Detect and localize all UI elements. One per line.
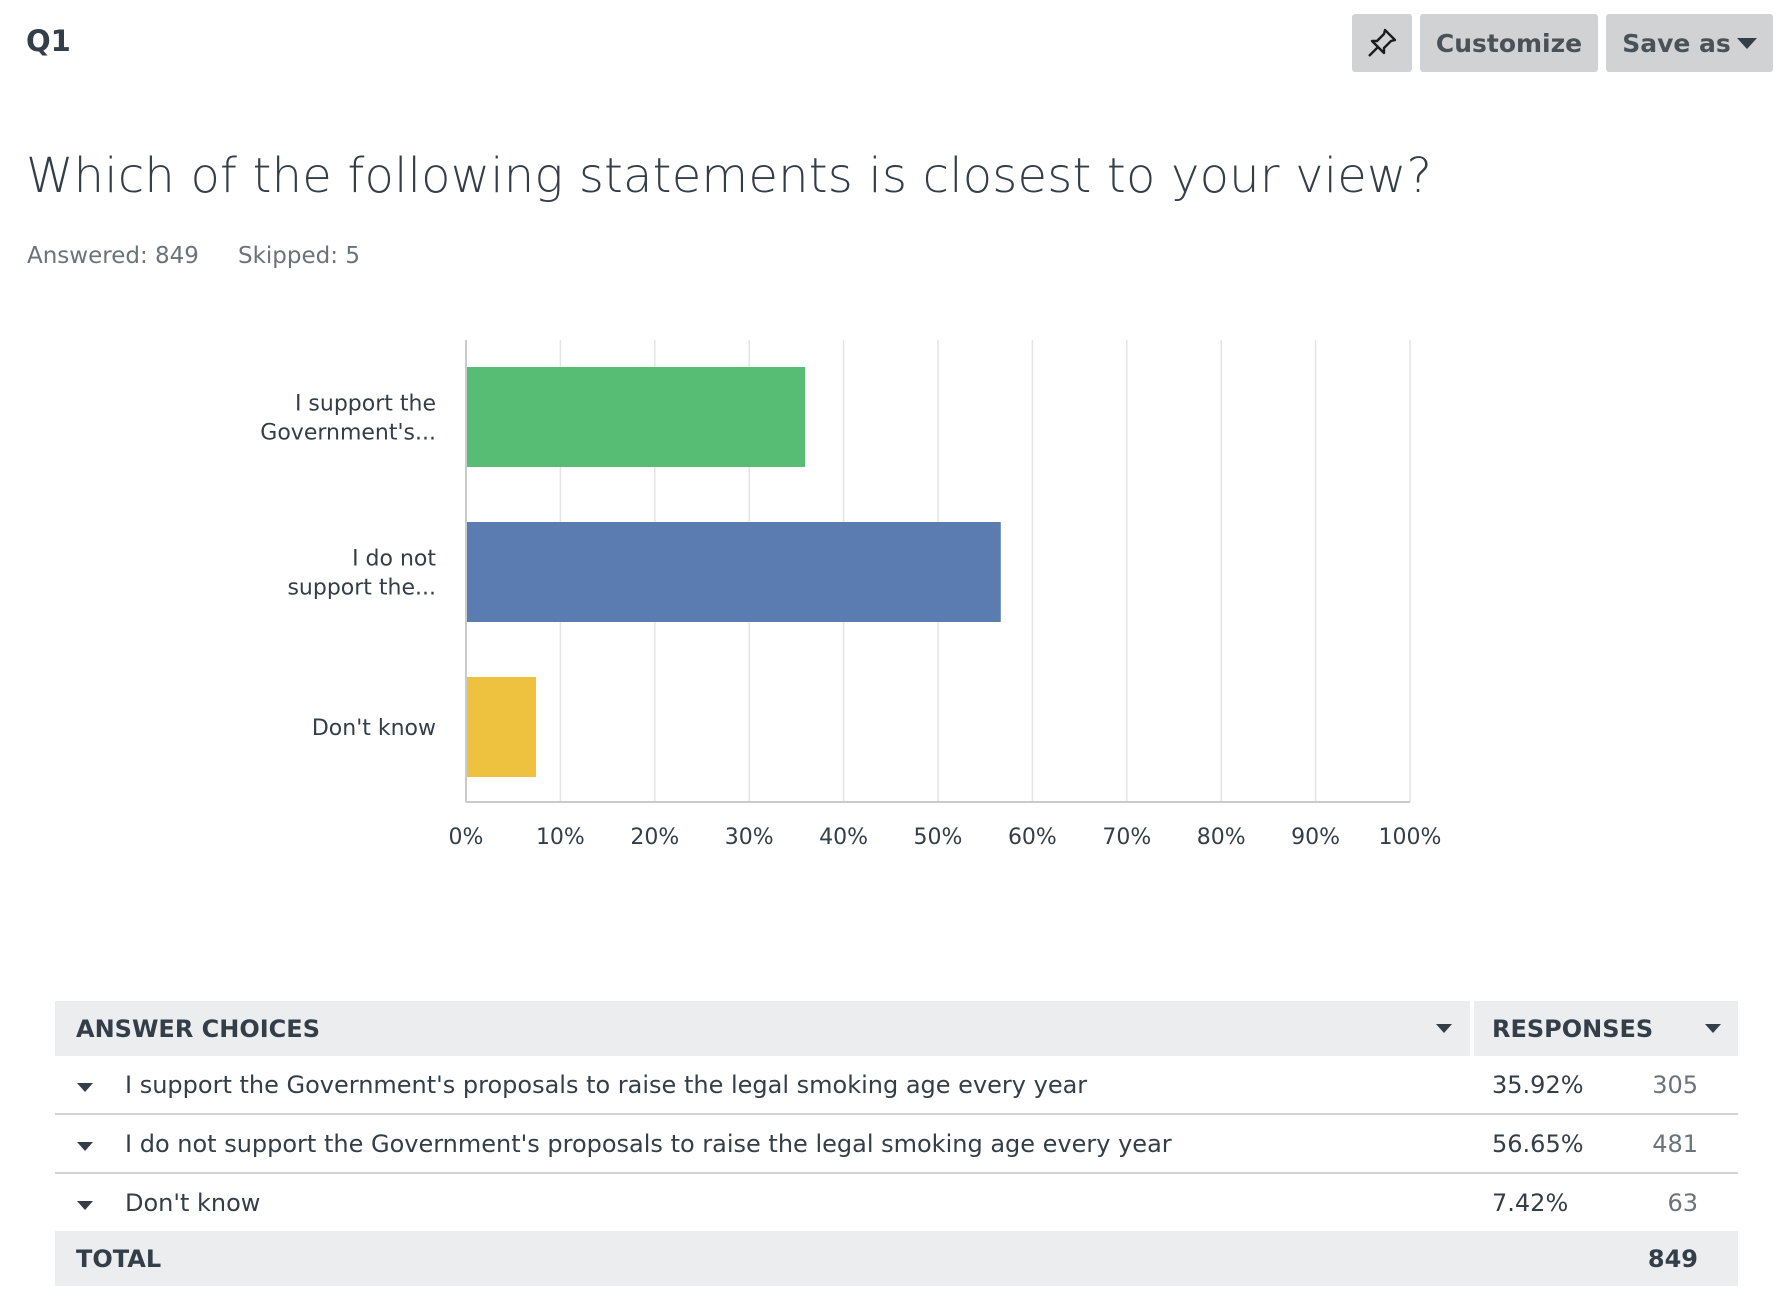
- x-tick-label: 60%: [1008, 825, 1057, 850]
- x-tick-label: 100%: [1379, 825, 1442, 850]
- table-row: I do not support the Government's propos…: [55, 1115, 1738, 1174]
- answered-count: Answered: 849: [27, 243, 199, 269]
- customize-button[interactable]: Customize: [1420, 14, 1598, 72]
- bar: [467, 522, 1001, 622]
- table-row: Don't know 7.42% 63: [55, 1174, 1738, 1231]
- response-count: 481: [1652, 1130, 1698, 1158]
- table-footer: TOTAL 849: [55, 1231, 1738, 1286]
- x-tick-label: 20%: [630, 825, 679, 850]
- x-tick-label: 90%: [1291, 825, 1340, 850]
- results-table: ANSWER CHOICES RESPONSES I support the G…: [55, 1001, 1738, 1286]
- x-tick-label: 0%: [449, 825, 484, 850]
- response-count: 63: [1667, 1189, 1698, 1217]
- expand-caret-icon[interactable]: [77, 1142, 93, 1151]
- bar: [467, 367, 806, 467]
- bar-chart: 0% 10% 20% 30% 40% 50% 60% 70% 80% 90% 100% I suppo…: [260, 340, 1442, 850]
- category-label: I support the: [295, 392, 436, 417]
- sort-responses-caret-icon[interactable]: [1705, 1024, 1721, 1033]
- table-row: I support the Government's proposals to …: [55, 1056, 1738, 1115]
- save-as-label: Save as: [1622, 28, 1731, 58]
- question-title: Which of the following statements is clo…: [26, 148, 1433, 204]
- category-label: Don't know: [312, 716, 436, 741]
- x-tick-label: 10%: [536, 825, 585, 850]
- x-tick-label: 40%: [819, 825, 868, 850]
- response-percent: 7.42%: [1492, 1189, 1569, 1217]
- category-label: support the...: [287, 576, 436, 601]
- pin-button[interactable]: [1352, 14, 1412, 72]
- bar: [467, 677, 537, 777]
- chevron-down-icon: [1736, 37, 1757, 49]
- table-header: ANSWER CHOICES RESPONSES: [55, 1001, 1738, 1056]
- expand-caret-icon[interactable]: [77, 1201, 93, 1210]
- x-tick-label: 30%: [725, 825, 774, 850]
- expand-caret-icon[interactable]: [77, 1083, 93, 1092]
- answer-choices-header[interactable]: ANSWER CHOICES: [76, 1015, 320, 1043]
- sort-answer-caret-icon[interactable]: [1436, 1024, 1452, 1033]
- x-tick-label: 50%: [914, 825, 963, 850]
- answer-text: Don't know: [125, 1189, 261, 1217]
- x-tick-label: 70%: [1102, 825, 1151, 850]
- skipped-count: Skipped: 5: [238, 243, 360, 269]
- total-value: 849: [1647, 1245, 1698, 1273]
- question-number: Q1: [26, 24, 71, 58]
- pin-icon: [1368, 28, 1397, 57]
- answer-text: I do not support the Government's propos…: [125, 1130, 1172, 1158]
- x-tick-label: 80%: [1197, 825, 1246, 850]
- category-label: I do not: [352, 547, 436, 572]
- save-as-button[interactable]: Save as: [1606, 14, 1773, 72]
- response-percent: 35.92%: [1492, 1071, 1584, 1099]
- header-divider: [1470, 1001, 1474, 1056]
- answer-text: I support the Government's proposals to …: [125, 1071, 1088, 1099]
- total-label: TOTAL: [76, 1245, 162, 1273]
- responses-header[interactable]: RESPONSES: [1492, 1015, 1654, 1043]
- response-count: 305: [1652, 1071, 1698, 1099]
- category-label: Government's...: [260, 421, 436, 446]
- response-percent: 56.65%: [1492, 1130, 1584, 1158]
